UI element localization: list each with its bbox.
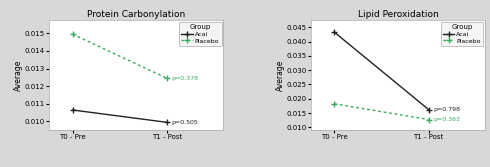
- Legend: Acai, Placebo: Acai, Placebo: [441, 22, 483, 46]
- Text: p=0.798: p=0.798: [433, 107, 460, 112]
- Placebo: [331, 103, 337, 105]
- Acai: [331, 31, 337, 33]
- Placebo: [70, 33, 75, 35]
- Text: p=0.505: p=0.505: [172, 120, 198, 125]
- Text: p=0.363: p=0.363: [433, 117, 460, 122]
- Legend: Acai, Placebo: Acai, Placebo: [179, 22, 221, 46]
- Line: Acai: Acai: [70, 107, 170, 125]
- Y-axis label: Average: Average: [14, 59, 23, 91]
- Acai: [426, 109, 432, 111]
- Line: Placebo: Placebo: [70, 31, 170, 81]
- Line: Placebo: Placebo: [331, 101, 431, 122]
- Acai: [70, 109, 75, 111]
- Y-axis label: Average: Average: [276, 59, 285, 91]
- Line: Acai: Acai: [331, 29, 431, 112]
- Title: Protein Carbonylation: Protein Carbonylation: [87, 10, 185, 19]
- Text: p=0.378: p=0.378: [172, 76, 198, 81]
- Title: Lipid Peroxidation: Lipid Peroxidation: [358, 10, 438, 19]
- Acai: [164, 121, 170, 123]
- Placebo: [426, 119, 432, 121]
- Placebo: [164, 77, 170, 79]
